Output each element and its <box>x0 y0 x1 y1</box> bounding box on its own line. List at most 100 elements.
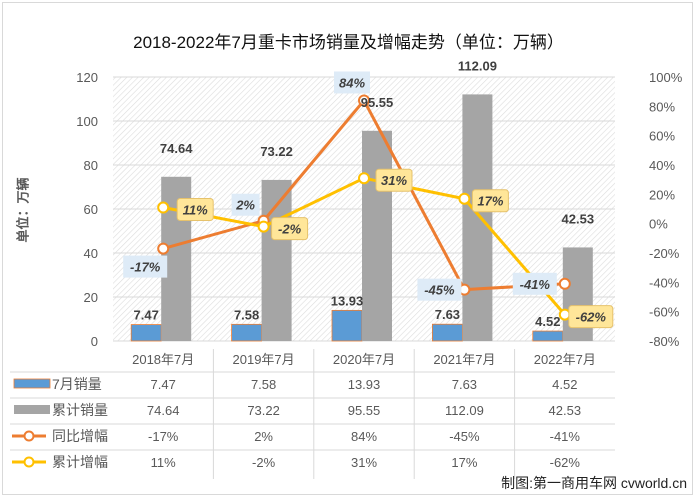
callout-box <box>176 198 214 222</box>
legend-swatch <box>14 405 50 414</box>
legend-marker <box>23 430 35 442</box>
line-value-label: 84% <box>339 75 365 90</box>
callout-box <box>271 217 309 241</box>
legend-marker <box>23 456 35 468</box>
table-cell: -45% <box>449 429 480 444</box>
y-tick-label: 100 <box>76 114 98 129</box>
table-cell: 74.64 <box>147 403 180 418</box>
bar-monthly <box>431 323 463 342</box>
callout-box <box>231 193 260 216</box>
table-cell: 7.63 <box>452 377 477 392</box>
line-marker <box>458 192 471 205</box>
line-value-label: -45% <box>424 283 455 298</box>
line-value-label: -17% <box>130 260 161 275</box>
bar-monthly <box>130 324 162 342</box>
table-cell: 84% <box>351 429 377 444</box>
y2-tick-label: -60% <box>649 305 680 320</box>
axes: 0 20 40 60 80 100 120 -80% -60% -40% -20% 0% 20% 40% 6… <box>76 70 682 349</box>
line-marker <box>558 277 571 290</box>
table-cell: -62% <box>550 455 581 470</box>
table-cell: -41% <box>550 429 581 444</box>
chart-title: 2018-2022年7月重卡市场销量及增幅走势（单位：万辆） <box>133 33 564 52</box>
line-marker <box>257 220 270 233</box>
bar-monthly <box>331 309 363 342</box>
callout-box <box>123 255 168 278</box>
lines <box>157 94 571 321</box>
y-tick-label: 0 <box>91 334 98 349</box>
credit-text: 制图:第一商用车网 cvworld.cn <box>501 475 687 491</box>
x-category-label: 2018年7月 <box>132 352 194 367</box>
line-marker <box>358 172 370 185</box>
table-cell: 31% <box>351 455 377 470</box>
x-category-label: 2022年7月 <box>534 352 596 367</box>
y-tick-label: 40 <box>84 246 98 261</box>
table-cell: 7.58 <box>251 377 276 392</box>
bar-value-label: 73.22 <box>260 144 293 159</box>
chart-frame <box>2 2 693 495</box>
y2-tick-label: 40% <box>649 158 675 173</box>
y-tick-label: 60 <box>84 202 98 217</box>
table-cell: -2% <box>252 455 276 470</box>
bar-value-label: 4.52 <box>535 314 560 329</box>
line-marker <box>157 242 170 255</box>
callout-box <box>568 305 614 329</box>
line-value-label: -62% <box>576 310 607 325</box>
bar-value-label: 95.55 <box>361 95 394 110</box>
table-cell: 4.52 <box>552 377 577 392</box>
legend-name: 7月销量 <box>52 376 102 392</box>
callout-box <box>375 168 413 192</box>
callout-box <box>417 278 462 301</box>
table-cell: 112.09 <box>445 403 484 418</box>
y-tick-label: 120 <box>76 70 98 85</box>
data-table: 2018年7月 2019年7月 2020年7月 2021年7月 2022年7月 7月销量 7… <box>10 349 615 479</box>
x-category-label: 2019年7月 <box>233 352 295 367</box>
y2-tick-label: -40% <box>649 275 680 290</box>
bar-value-label: 42.53 <box>562 211 595 226</box>
bar-value-label: 112.09 <box>458 58 497 73</box>
legend-swatch <box>13 378 51 389</box>
table-cell: -17% <box>148 429 179 444</box>
bar-value-label: 13.93 <box>331 293 364 308</box>
y2-tick-label: 20% <box>649 187 675 202</box>
y2-tick-label: 60% <box>649 129 675 144</box>
bar-value-label: 7.47 <box>134 308 159 323</box>
line-value-label: 2% <box>235 198 255 213</box>
y2-tick-label: -20% <box>649 246 680 261</box>
x-category-label: 2021年7月 <box>433 352 495 367</box>
line-value-label: 17% <box>477 194 503 209</box>
callout-box <box>512 272 557 295</box>
table-cell: 73.22 <box>247 403 280 418</box>
y2-tick-label: 100% <box>649 70 683 85</box>
legend-name: 累计增幅 <box>52 454 108 470</box>
y2-tick-label: -80% <box>649 334 680 349</box>
table-cell: 7.47 <box>151 377 176 392</box>
bar-cumulative <box>462 94 493 341</box>
table-cell: 2% <box>254 429 273 444</box>
y-tick-label: 80 <box>84 158 98 173</box>
line-value-label: 31% <box>381 173 407 188</box>
y2-tick-label: 80% <box>649 99 675 114</box>
table-cell: 42.53 <box>549 403 582 418</box>
callout-box <box>334 71 370 94</box>
bar-value-label: 7.58 <box>234 307 259 322</box>
legend-name: 累计销量 <box>52 402 108 418</box>
table-cell: 95.55 <box>348 403 381 418</box>
line-value-label: 11% <box>183 203 208 218</box>
bar-value-label: 7.63 <box>435 307 460 322</box>
line-value-label: -41% <box>520 277 551 292</box>
table-cell: 13.93 <box>348 377 381 392</box>
line-marker <box>358 94 370 107</box>
table-cell: 17% <box>451 455 477 470</box>
x-category-label: 2020年7月 <box>333 352 395 367</box>
bar-monthly <box>532 330 564 342</box>
data-labels: 7.47 7.58 13.93 7.63 4.52 74.64 73.22 95.55 112.… <box>123 58 614 329</box>
bar-value-label: 74.64 <box>160 141 193 156</box>
line-value-label: -2% <box>278 222 302 237</box>
line-marker <box>157 201 170 214</box>
y-tick-label: 20 <box>84 290 98 305</box>
bar-cumulative <box>362 130 392 341</box>
callout-box <box>471 189 509 213</box>
table-cell: 11% <box>151 455 176 470</box>
y2-tick-label: 0% <box>649 217 668 232</box>
